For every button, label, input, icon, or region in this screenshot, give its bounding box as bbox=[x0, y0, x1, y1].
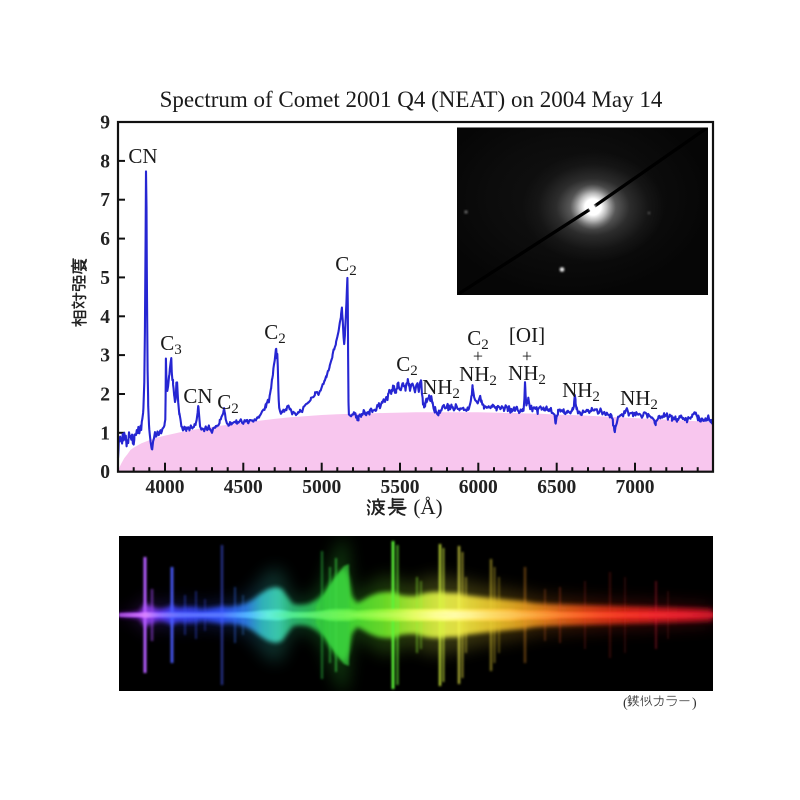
svg-text:C2: C2 bbox=[396, 352, 418, 379]
svg-text:5000: 5000 bbox=[302, 477, 341, 498]
svg-text:5500: 5500 bbox=[381, 477, 420, 498]
svg-text:+: + bbox=[473, 346, 483, 366]
svg-text:CN: CN bbox=[128, 144, 157, 168]
svg-text:(: ( bbox=[623, 696, 628, 711]
svg-text:CN: CN bbox=[183, 384, 212, 408]
svg-text:9: 9 bbox=[100, 113, 110, 134]
svg-text:NH2: NH2 bbox=[620, 386, 658, 413]
svg-text:3: 3 bbox=[100, 346, 110, 367]
svg-text:C3: C3 bbox=[160, 331, 182, 358]
svg-text:NH2: NH2 bbox=[562, 378, 600, 405]
svg-text:8: 8 bbox=[100, 151, 110, 172]
svg-text:C2: C2 bbox=[217, 390, 239, 417]
svg-text:+: + bbox=[522, 346, 532, 366]
svg-text:[OI]: [OI] bbox=[509, 323, 545, 347]
svg-text:6: 6 bbox=[100, 229, 110, 250]
svg-text:(Å): (Å) bbox=[413, 495, 442, 519]
svg-text:5: 5 bbox=[100, 268, 110, 289]
svg-text:NH2: NH2 bbox=[459, 362, 497, 389]
svg-text:Spectrum of Comet 2001 Q4 (NEA: Spectrum of Comet 2001 Q4 (NEAT) on 2004… bbox=[160, 87, 663, 112]
svg-text:NH2: NH2 bbox=[422, 375, 460, 402]
svg-text:6000: 6000 bbox=[459, 477, 498, 498]
svg-text:0: 0 bbox=[100, 462, 110, 483]
svg-text:1: 1 bbox=[100, 423, 110, 444]
svg-text:4000: 4000 bbox=[146, 477, 185, 498]
svg-text:7000: 7000 bbox=[616, 477, 655, 498]
svg-text:2: 2 bbox=[100, 385, 110, 406]
svg-text:NH2: NH2 bbox=[508, 361, 546, 388]
svg-text:6500: 6500 bbox=[537, 477, 576, 498]
svg-text:C2: C2 bbox=[335, 252, 357, 279]
svg-text:4: 4 bbox=[100, 307, 110, 328]
svg-text:7: 7 bbox=[100, 190, 110, 211]
svg-text:4500: 4500 bbox=[224, 477, 263, 498]
svg-text:): ) bbox=[692, 696, 697, 711]
svg-text:C2: C2 bbox=[264, 320, 286, 347]
